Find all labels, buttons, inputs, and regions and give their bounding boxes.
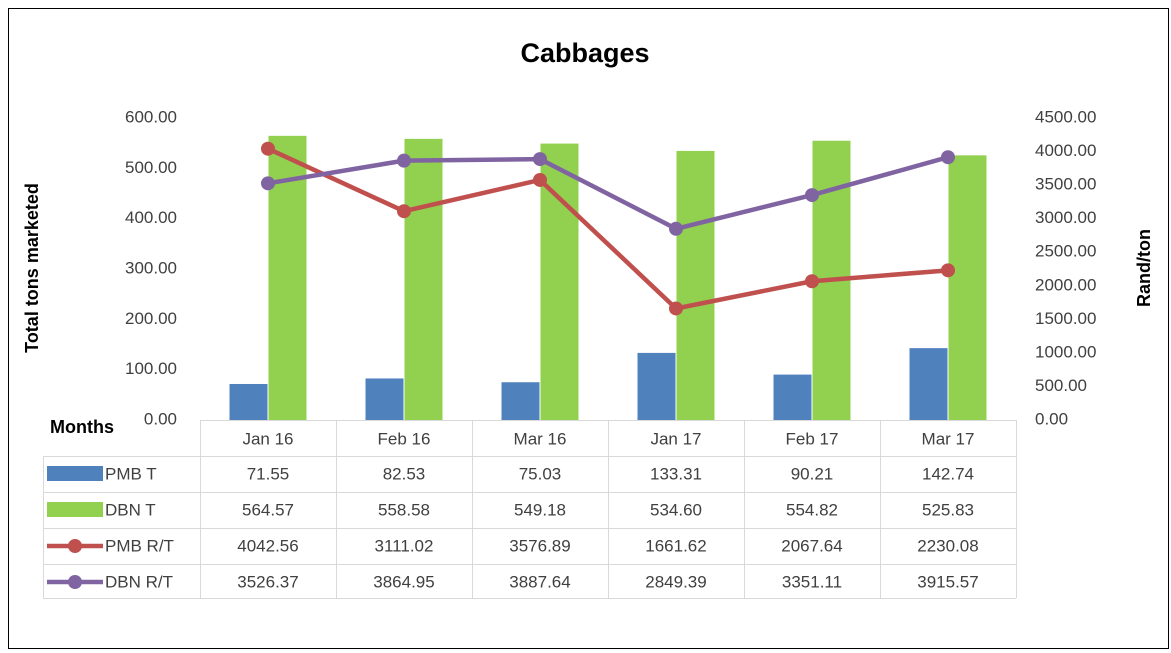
table-cell: 3351.11 bbox=[782, 572, 842, 591]
table-cell: 75.03 bbox=[519, 464, 562, 483]
line bbox=[267, 155, 949, 232]
y2-tick-label: 1500.00 bbox=[1035, 309, 1096, 328]
table-cell: 90.21 bbox=[791, 464, 834, 483]
table-cell: 525.83 bbox=[922, 500, 974, 519]
bar bbox=[773, 374, 812, 420]
table-cell: 142.74 bbox=[922, 464, 974, 483]
marker bbox=[669, 221, 683, 236]
y-tick-label: 0.00 bbox=[144, 409, 177, 428]
x-tick-label: Mar 17 bbox=[922, 429, 975, 448]
bar bbox=[676, 150, 715, 420]
y2-tick-label: 3000.00 bbox=[1035, 208, 1096, 227]
marker bbox=[669, 301, 683, 316]
marker bbox=[805, 274, 819, 289]
marker bbox=[533, 172, 547, 187]
table-cell: 133.31 bbox=[650, 464, 702, 483]
table-cell: 1661.62 bbox=[645, 536, 706, 555]
marker bbox=[397, 204, 411, 219]
y2-axis-title: Rand/ton bbox=[1134, 229, 1154, 307]
y2-tick-label: 2000.00 bbox=[1035, 275, 1096, 294]
y2-tick-label: 0.00 bbox=[1035, 409, 1068, 428]
y-tick-label: 400.00 bbox=[125, 208, 177, 227]
y-tick-label: 300.00 bbox=[125, 258, 177, 277]
marker bbox=[805, 188, 819, 203]
table-cell: 564.57 bbox=[242, 500, 294, 519]
table-cell: 2230.08 bbox=[917, 536, 978, 555]
x-tick-label: Jan 17 bbox=[650, 429, 701, 448]
y2-tick-label: 2500.00 bbox=[1035, 242, 1096, 261]
marker bbox=[261, 176, 275, 191]
table-cell: 3526.37 bbox=[237, 572, 298, 591]
x-tick-label: Feb 17 bbox=[786, 429, 839, 448]
y2-tick-label: 4000.00 bbox=[1035, 141, 1096, 160]
y-tick-label: 500.00 bbox=[125, 158, 177, 177]
y2-tick-label: 1000.00 bbox=[1035, 342, 1096, 361]
legend-label: DBN T bbox=[105, 500, 156, 519]
bar bbox=[637, 352, 676, 420]
marker bbox=[941, 150, 955, 165]
x-tick-label: Mar 16 bbox=[514, 429, 567, 448]
y2-tick-label: 4500.00 bbox=[1035, 107, 1096, 126]
table-header: Months bbox=[50, 417, 114, 437]
legend-key bbox=[68, 539, 82, 553]
x-tick-label: Feb 16 bbox=[378, 429, 431, 448]
table-cell: 3915.57 bbox=[917, 572, 978, 591]
table-cell: 71.55 bbox=[247, 464, 290, 483]
y2-tick-label: 3500.00 bbox=[1035, 175, 1096, 194]
table-cell: 3887.64 bbox=[509, 572, 570, 591]
table-cell: 554.82 bbox=[786, 500, 838, 519]
table-cell: 558.58 bbox=[378, 500, 430, 519]
bar bbox=[909, 348, 948, 420]
legend-key bbox=[47, 502, 103, 517]
table-cell: 3111.02 bbox=[375, 536, 434, 555]
bar bbox=[948, 155, 987, 421]
legend-key bbox=[68, 575, 82, 589]
table-cell: 3576.89 bbox=[509, 536, 570, 555]
legend-key bbox=[47, 466, 103, 481]
y2-tick-label: 500.00 bbox=[1035, 376, 1087, 395]
line bbox=[267, 146, 949, 311]
table-cell: 534.60 bbox=[650, 500, 702, 519]
y-axis-title: Total tons marketed bbox=[22, 183, 42, 353]
table-cell: 549.18 bbox=[514, 500, 566, 519]
table-cell: 82.53 bbox=[383, 464, 426, 483]
legend-label: PMB R/T bbox=[105, 536, 174, 555]
y-tick-label: 200.00 bbox=[125, 309, 177, 328]
bar bbox=[229, 383, 268, 420]
marker bbox=[941, 263, 955, 278]
table-cell: 2067.64 bbox=[781, 536, 842, 555]
bar bbox=[501, 382, 540, 420]
chart-border bbox=[8, 8, 1169, 649]
y-tick-label: 100.00 bbox=[125, 359, 177, 378]
bar bbox=[365, 378, 404, 420]
table-cell: 2849.39 bbox=[645, 572, 706, 591]
marker bbox=[261, 141, 275, 156]
bar bbox=[540, 143, 579, 420]
legend-label: DBN R/T bbox=[105, 572, 173, 591]
marker bbox=[533, 152, 547, 167]
chart-title: Cabbages bbox=[520, 38, 649, 68]
bar bbox=[404, 138, 443, 420]
marker bbox=[397, 153, 411, 168]
y-tick-label: 600.00 bbox=[125, 107, 177, 126]
x-tick-label: Jan 16 bbox=[242, 429, 293, 448]
legend-label: PMB T bbox=[105, 464, 157, 483]
table-cell: 3864.95 bbox=[373, 572, 434, 591]
table-cell: 4042.56 bbox=[237, 536, 298, 555]
